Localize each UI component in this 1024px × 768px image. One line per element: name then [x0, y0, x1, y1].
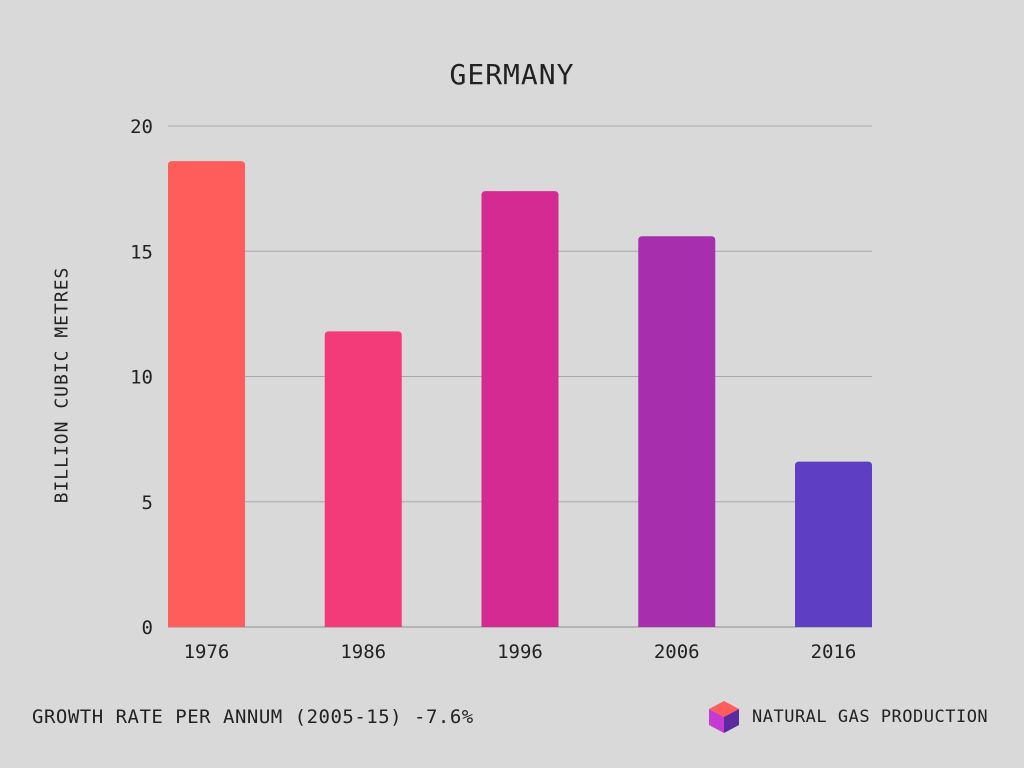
- x-tick-label: 2006: [654, 641, 700, 663]
- y-tick-label: 10: [130, 367, 153, 389]
- legend-label: NATURAL GAS PRODUCTION: [752, 707, 989, 727]
- bar-2016: [795, 461, 872, 627]
- bar-chart: 0 5 10 15 20 1976 1986 1996 2006 2016: [130, 116, 872, 663]
- y-tick-label: 5: [142, 492, 153, 514]
- bars: [168, 161, 872, 627]
- growth-rate-note: GROWTH RATE PER ANNUM (2005-15) -7.6%: [32, 706, 474, 728]
- y-tick-label: 20: [130, 116, 153, 138]
- legend: NATURAL GAS PRODUCTION: [708, 700, 988, 734]
- bar-1996: [481, 191, 559, 627]
- y-tick-labels: 0 5 10 15 20: [130, 116, 153, 639]
- x-tick-label: 1996: [497, 641, 543, 663]
- bar-1986: [324, 331, 402, 627]
- bar-2006: [638, 236, 716, 627]
- y-tick-label: 15: [130, 241, 153, 263]
- x-tick-label: 1986: [340, 641, 386, 663]
- y-tick-label: 0: [142, 617, 153, 639]
- y-axis-label: BILLION CUBIC METRES: [51, 266, 73, 504]
- x-tick-labels: 1976 1986 1996 2006 2016: [184, 641, 857, 663]
- cube-icon: [709, 701, 739, 733]
- bar-1976: [168, 161, 245, 627]
- chart-title: GERMANY: [449, 58, 575, 91]
- x-tick-label: 2016: [811, 641, 857, 663]
- x-tick-label: 1976: [184, 641, 230, 663]
